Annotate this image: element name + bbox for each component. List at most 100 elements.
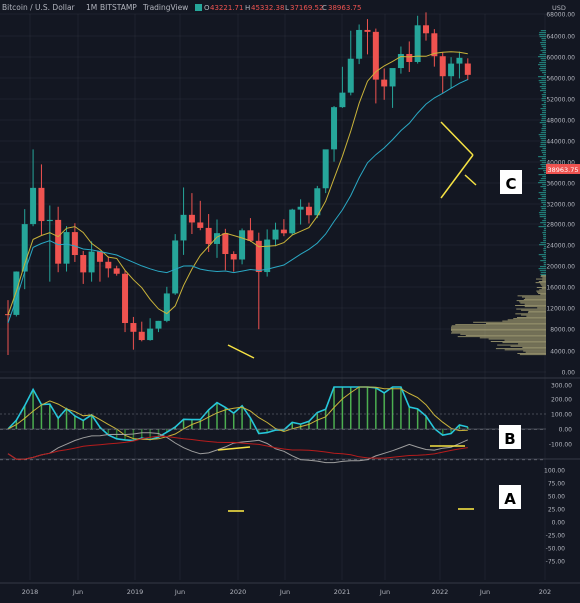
volume-profile-bar <box>540 283 546 284</box>
candle-body <box>456 58 462 64</box>
volume-profile-bar <box>540 146 546 147</box>
volume-profile-bar <box>497 345 546 346</box>
volume-profile-bar <box>540 36 546 37</box>
candle-body <box>247 230 253 240</box>
candle-body <box>147 329 153 340</box>
volume-profile-bar <box>508 319 546 320</box>
volume-profile-bar <box>522 347 546 348</box>
price-tick-label: 56000.00 <box>546 76 575 83</box>
candle-body <box>364 30 370 32</box>
volume-profile-bar <box>520 354 546 355</box>
volume-profile-bar <box>542 148 546 149</box>
volume-profile-bar <box>528 312 546 313</box>
volume-profile-bar <box>542 152 546 153</box>
volume-profile-bar <box>519 301 546 302</box>
currency-label[interactable]: USD <box>552 4 566 12</box>
candle-body <box>139 332 145 340</box>
volume-profile-bar <box>542 112 546 113</box>
volume-profile-bar <box>525 298 546 299</box>
candle-body <box>281 230 287 234</box>
volume-profile-bar <box>541 144 546 145</box>
candle-body <box>331 107 337 149</box>
price-tick-label: 24000.00 <box>546 243 575 250</box>
time-tick-label: Jun <box>279 588 290 596</box>
price-tick-label: 4000.00 <box>550 349 575 356</box>
volume-profile-bar <box>521 315 546 316</box>
momentum-tick-label: 100.00 <box>551 412 572 419</box>
volume-profile-bar <box>538 64 546 65</box>
ohlc-c-key: C <box>322 4 327 12</box>
volume-profile-bar <box>541 108 546 109</box>
ohlc-l-key: L <box>285 4 289 12</box>
annotation-b[interactable]: B <box>499 425 521 449</box>
candle-body <box>465 64 471 75</box>
candle-body <box>122 274 128 323</box>
volume-profile-bar <box>542 118 546 119</box>
volume-profile-bar <box>542 256 546 257</box>
volume-profile-bar <box>539 62 546 63</box>
volume-profile-bar <box>502 321 546 322</box>
candle-body <box>30 188 36 224</box>
candle-body <box>189 215 195 223</box>
candle-body <box>423 25 429 33</box>
volume-profile-bar <box>539 134 546 135</box>
source-label: TradingView <box>142 3 188 12</box>
volume-profile-bar <box>540 214 546 215</box>
ohlc-l-value: 37169.52 <box>290 4 323 12</box>
candle-body <box>155 321 161 329</box>
volume-profile-bar <box>539 212 546 213</box>
volume-profile-bar <box>515 305 546 306</box>
candle-body <box>89 252 95 273</box>
volume-profile-bar <box>525 306 546 307</box>
momentum-tick-label: 0.00 <box>559 427 573 434</box>
volume-profile-bar <box>541 138 546 139</box>
volume-profile-bar <box>542 166 546 167</box>
volume-profile-bar <box>540 186 546 187</box>
volume-profile-bar <box>543 236 546 237</box>
volume-profile-bar <box>540 122 546 123</box>
volume-profile-bar <box>511 346 546 347</box>
candle-body <box>130 323 136 332</box>
volume-profile-bar <box>451 333 546 334</box>
volume-profile-bar <box>541 50 546 51</box>
volume-profile-bar <box>539 289 546 290</box>
volume-profile-bar <box>537 307 546 308</box>
momentum-tick-label: -100.00 <box>549 442 572 449</box>
volume-profile-bar <box>542 110 546 111</box>
volume-profile-bar <box>523 351 546 352</box>
volume-profile-bar <box>536 291 546 292</box>
volume-profile-bar <box>502 342 546 343</box>
time-tick-label: 2022 <box>432 588 449 596</box>
volume-profile-bar <box>486 323 546 324</box>
volume-profile-bar <box>541 142 546 143</box>
candle-body <box>164 293 170 320</box>
volume-profile-bar <box>543 230 546 231</box>
volume-profile-bar <box>542 84 546 85</box>
volume-profile-bar <box>542 52 546 53</box>
last-price-label: 38963.75 <box>547 166 578 174</box>
oscillator-tick-label: -50.00 <box>546 546 566 553</box>
annotation-a[interactable]: A <box>499 485 521 509</box>
annotation-c[interactable]: C <box>500 170 522 194</box>
candle-body <box>448 64 454 77</box>
time-tick-label: Jun <box>479 588 490 596</box>
volume-profile-bar <box>543 258 546 259</box>
volume-profile-bar <box>541 206 546 207</box>
last-price-tag: 38963.75 <box>546 164 580 174</box>
volume-profile-bar <box>540 222 546 223</box>
candle-body <box>222 233 228 254</box>
candle-body <box>172 240 178 293</box>
volume-profile-bar <box>521 310 546 311</box>
volume-profile-bar <box>451 330 546 331</box>
ohlc-o-value: 43221.71 <box>210 4 243 12</box>
volume-profile-bar <box>538 156 546 157</box>
volume-profile-bar <box>539 32 546 33</box>
volume-profile-bar <box>541 44 546 45</box>
candle-body <box>339 93 345 108</box>
ohlc-h-key: H <box>245 4 250 12</box>
time-tick-label: 2019 <box>127 588 144 596</box>
volume-profile-bar <box>543 188 546 189</box>
chart-header: Bitcoin / U.S. Dollar 1M BITSTAMP Tradin… <box>2 3 361 12</box>
status-dot-icon <box>195 4 202 11</box>
